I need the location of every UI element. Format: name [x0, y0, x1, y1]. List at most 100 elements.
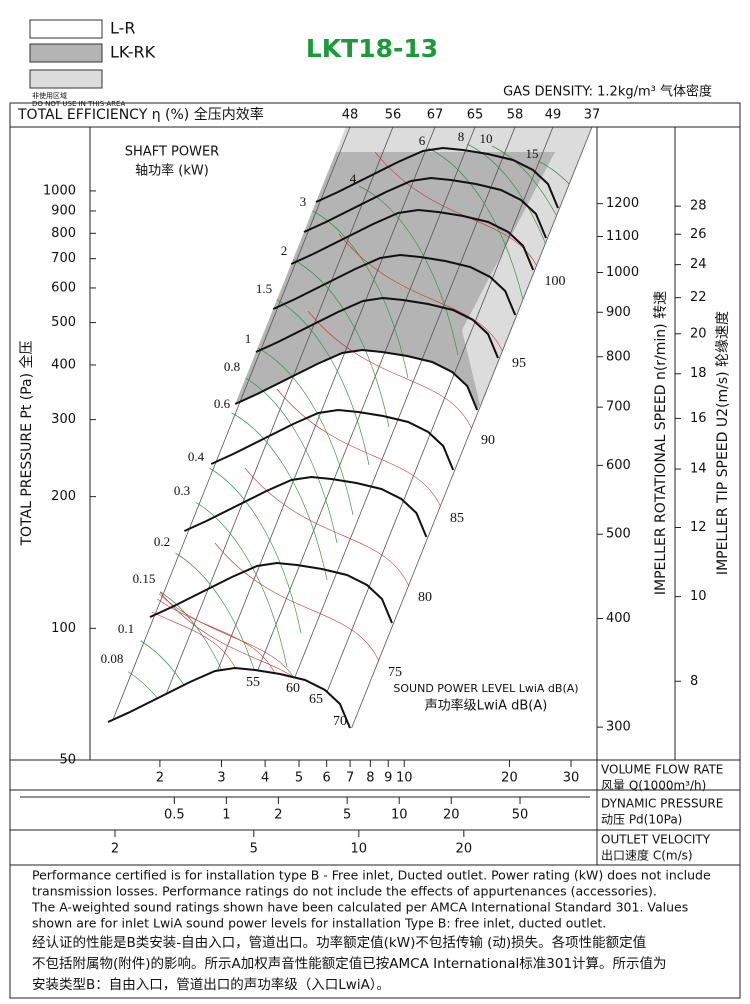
axis-title: TOTAL PRESSURE Pt (Pa) 全压 — [18, 340, 35, 546]
x-tick-label: 2 — [274, 808, 282, 823]
footer-line: The A-weighted sound ratings shown have … — [31, 900, 688, 915]
power-label: 0.3 — [174, 483, 190, 498]
x-tick-label: 5 — [343, 808, 351, 823]
chart-title: LKT18-13 — [306, 34, 438, 63]
sound-line — [338, 233, 507, 361]
footer-line: Performance certified is for installatio… — [32, 868, 711, 883]
power-line — [537, 160, 592, 331]
fan-curve — [234, 348, 479, 411]
legend-swatch — [29, 69, 103, 89]
fan-curve — [149, 561, 393, 624]
x-tick-label: 20 — [456, 842, 473, 857]
sound-label: 100 — [545, 274, 566, 289]
y-tick-label: 8 — [690, 674, 698, 689]
power-line — [289, 257, 390, 428]
efficiency-label: TOTAL EFFICIENCY η (%) 全压内效率 — [17, 106, 264, 123]
y-tick-label: 600 — [606, 458, 631, 473]
y-tick-label: 300 — [51, 412, 76, 427]
y-tick-label: 1100 — [606, 229, 639, 244]
footer-line: 安装类型B：自由入口，管道出口的声功率级（入口LwiA）。 — [32, 976, 390, 993]
legend-swatch — [29, 43, 103, 63]
x-tick-label: 10 — [351, 842, 368, 857]
axis-subtitle: 动压 Pd(10Pa) — [601, 813, 682, 827]
sound-label: 80 — [418, 590, 432, 605]
y-tick-label: 26 — [690, 227, 707, 242]
y-tick-label: 12 — [690, 520, 707, 535]
fan-curve — [210, 408, 455, 471]
sound-title: SOUND POWER LEVEL LwiA dB(A) — [393, 682, 578, 695]
power-line — [131, 635, 232, 728]
x-tick-label: 2 — [156, 771, 164, 786]
power-label: 3 — [300, 194, 307, 209]
y-tick-label: 100 — [51, 621, 76, 636]
power-label: 8 — [458, 129, 465, 144]
y-tick-label: 1000 — [43, 183, 76, 198]
efficiency-tick-label: 67 — [427, 108, 444, 123]
footer-line: 经认证的性能是B类安装-自由入口，管道出口。功率额定值(kW)不包括传输 (动)… — [32, 934, 646, 951]
efficiency-tick-label: 48 — [342, 108, 359, 123]
axis-title: OUTLET VELOCITY — [601, 833, 711, 847]
fan-curve — [107, 666, 351, 729]
sound-line — [159, 591, 328, 719]
x-tick-label: 6 — [323, 771, 331, 786]
power-label: 0.1 — [118, 621, 134, 636]
x-tick-label: 0.5 — [164, 808, 185, 823]
power-label: 6 — [419, 133, 426, 148]
no-use-region — [330, 127, 592, 405]
y-tick-label: 28 — [690, 199, 707, 214]
power-line — [201, 463, 302, 634]
sound-line — [374, 151, 543, 279]
x-tick-label: 20 — [501, 771, 518, 786]
power-label: 0.15 — [133, 571, 156, 586]
y-tick-label: 18 — [690, 366, 707, 381]
legend-label: LK-RK — [110, 43, 156, 62]
power-label: 0.2 — [154, 534, 170, 549]
power-title: SHAFT POWER — [125, 145, 219, 160]
y-tick-label: 1000 — [606, 265, 639, 280]
x-tick-label: 2 — [111, 842, 119, 857]
sound-subtitle: 声功率级LwiA dB(A) — [425, 698, 548, 714]
legend-note: DO NOT USE IN THIS AREA — [32, 100, 125, 108]
power-label: 15 — [526, 146, 539, 161]
y-tick-label: 500 — [606, 527, 631, 542]
gas-density: GAS DENSITY: 1.2kg/m³ 气体密度 — [503, 84, 712, 100]
y-tick-label: 1200 — [606, 196, 639, 211]
power-line — [227, 410, 328, 581]
system-line — [257, 126, 476, 672]
y-tick-label: 24 — [690, 257, 707, 272]
sound-line — [244, 467, 413, 595]
power-line — [187, 497, 288, 668]
sound-label: 90 — [481, 433, 495, 448]
system-line — [326, 126, 554, 693]
power-label: 10 — [480, 131, 493, 146]
y-tick-label: 400 — [51, 357, 76, 372]
fan-curve — [272, 253, 517, 316]
x-tick-label: 20 — [443, 808, 460, 823]
x-tick-label: 50 — [512, 808, 529, 823]
y-tick-label: 600 — [51, 280, 76, 295]
power-label: 2 — [281, 243, 288, 258]
y-tick-label: 400 — [606, 611, 631, 626]
fan-curve — [183, 475, 428, 538]
power-line — [167, 548, 268, 719]
efficiency-tick-label: 49 — [545, 108, 562, 123]
labels: 48 56 67 65 58 49 37 15 10 8 6 4 3 2 1.5 1 0.8 0.6 0.4 0.3 0… — [101, 108, 601, 730]
sound-label: 70 — [333, 714, 347, 729]
footer-line: 不包括附属物(附件)的影响。所示A加权声音性能额定值已按AMCA Interna… — [32, 955, 667, 972]
y-tick-label: 300 — [606, 720, 631, 735]
x-tick-label: 8 — [366, 771, 374, 786]
x-tick-label: 30 — [563, 771, 580, 786]
sound-line — [214, 542, 383, 670]
power-label: 1 — [245, 331, 252, 346]
x-tick-label: 9 — [384, 771, 392, 786]
footer-line: transmission losses. Performance ratings… — [32, 884, 657, 899]
axis-title: DYNAMIC PRESSURE — [601, 797, 723, 811]
y-tick-label: 14 — [690, 462, 707, 477]
power-line — [237, 373, 338, 544]
x-tick-label: 10 — [391, 808, 408, 823]
sound-label: 55 — [246, 675, 260, 690]
sound-label: 85 — [450, 511, 464, 526]
x-tick-label: 5 — [295, 771, 303, 786]
